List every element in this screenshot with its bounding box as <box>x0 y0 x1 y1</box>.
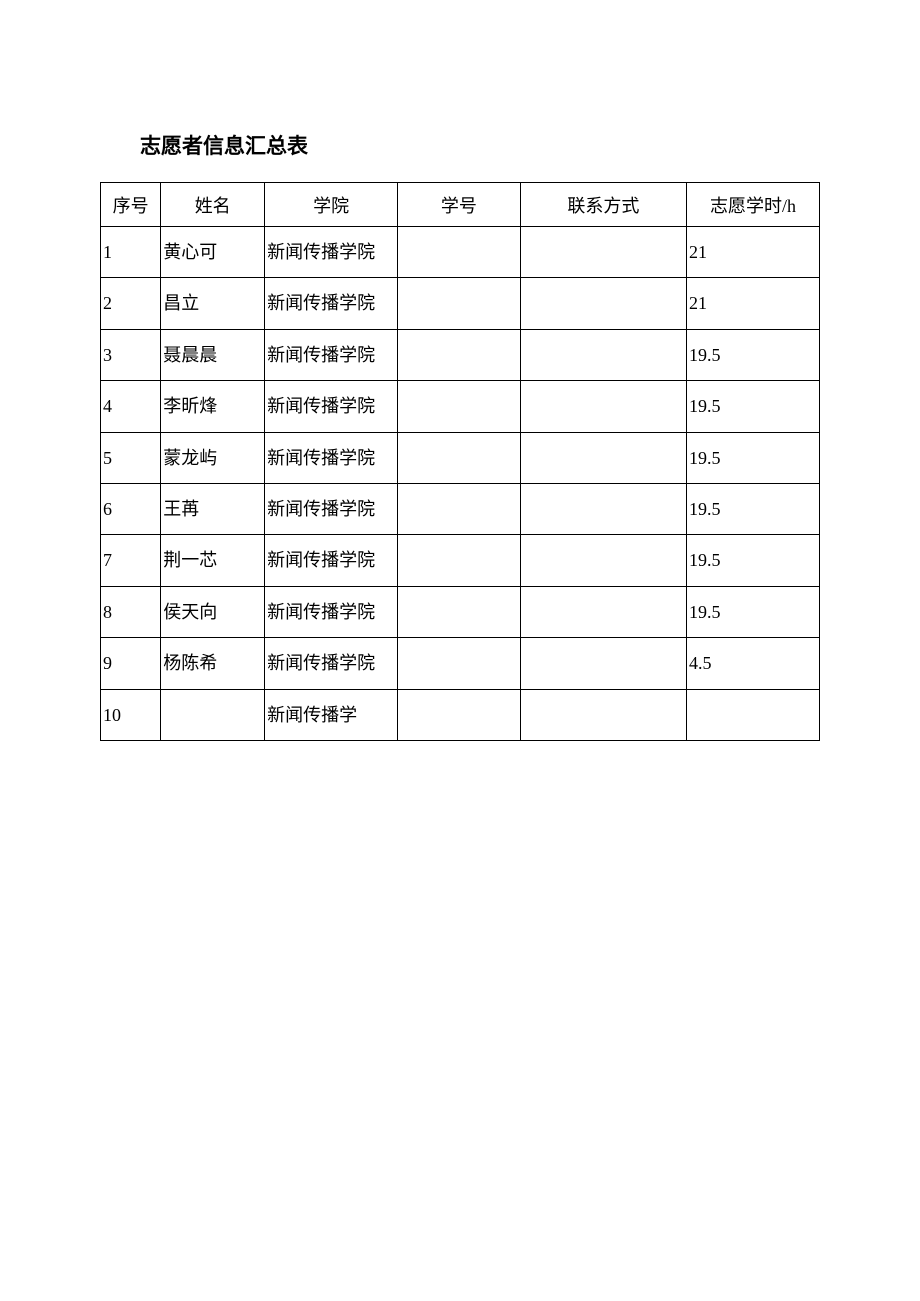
cell-hours: 19.5 <box>686 483 819 534</box>
table-row: 7 荆一芯 新闻传播学院 19.5 <box>101 535 820 586</box>
cell-name <box>161 689 265 740</box>
table-row: 4 李昕烽 新闻传播学院 19.5 <box>101 381 820 432</box>
cell-contact <box>520 329 686 380</box>
cell-contact <box>520 638 686 689</box>
cell-hours: 4.5 <box>686 638 819 689</box>
cell-contact <box>520 535 686 586</box>
cell-contact <box>520 689 686 740</box>
table-row: 1 黄心可 新闻传播学院 21 <box>101 227 820 278</box>
cell-id <box>398 278 521 329</box>
cell-college: 新闻传播学院 <box>265 586 398 637</box>
cell-id <box>398 483 521 534</box>
cell-seq: 7 <box>101 535 161 586</box>
cell-college: 新闻传播学院 <box>265 535 398 586</box>
cell-seq: 3 <box>101 329 161 380</box>
table-row: 10 新闻传播学 <box>101 689 820 740</box>
cell-college: 新闻传播学院 <box>265 483 398 534</box>
cell-name: 李昕烽 <box>161 381 265 432</box>
cell-id <box>398 329 521 380</box>
cell-contact <box>520 227 686 278</box>
volunteer-table: 序号 姓名 学院 学号 联系方式 志愿学时/h 1 黄心可 新闻传播学院 21 … <box>100 182 820 741</box>
cell-hours: 19.5 <box>686 432 819 483</box>
cell-college: 新闻传播学院 <box>265 329 398 380</box>
header-seq: 序号 <box>101 183 161 227</box>
cell-contact <box>520 432 686 483</box>
cell-contact <box>520 381 686 432</box>
cell-contact <box>520 586 686 637</box>
table-row: 5 蒙龙屿 新闻传播学院 19.5 <box>101 432 820 483</box>
cell-hours: 19.5 <box>686 381 819 432</box>
cell-hours <box>686 689 819 740</box>
cell-seq: 4 <box>101 381 161 432</box>
cell-id <box>398 689 521 740</box>
table-row: 2 昌立 新闻传播学院 21 <box>101 278 820 329</box>
cell-contact <box>520 278 686 329</box>
cell-name: 聂晨晨 <box>161 329 265 380</box>
cell-seq: 1 <box>101 227 161 278</box>
table-header-row: 序号 姓名 学院 学号 联系方式 志愿学时/h <box>101 183 820 227</box>
cell-hours: 21 <box>686 227 819 278</box>
page-title: 志愿者信息汇总表 <box>140 130 820 160</box>
cell-id <box>398 381 521 432</box>
cell-name: 侯天向 <box>161 586 265 637</box>
table-row: 3 聂晨晨 新闻传播学院 19.5 <box>101 329 820 380</box>
table-body: 1 黄心可 新闻传播学院 21 2 昌立 新闻传播学院 21 3 聂晨晨 新闻传… <box>101 227 820 741</box>
header-hours: 志愿学时/h <box>686 183 819 227</box>
cell-seq: 10 <box>101 689 161 740</box>
cell-college: 新闻传播学院 <box>265 381 398 432</box>
cell-id <box>398 586 521 637</box>
cell-hours: 19.5 <box>686 586 819 637</box>
cell-id <box>398 535 521 586</box>
cell-contact <box>520 483 686 534</box>
cell-seq: 5 <box>101 432 161 483</box>
cell-name: 昌立 <box>161 278 265 329</box>
cell-seq: 2 <box>101 278 161 329</box>
cell-name: 王苒 <box>161 483 265 534</box>
cell-name: 蒙龙屿 <box>161 432 265 483</box>
cell-hours: 19.5 <box>686 329 819 380</box>
cell-name: 杨陈希 <box>161 638 265 689</box>
cell-name: 黄心可 <box>161 227 265 278</box>
cell-hours: 19.5 <box>686 535 819 586</box>
cell-name: 荆一芯 <box>161 535 265 586</box>
cell-id <box>398 432 521 483</box>
cell-college: 新闻传播学院 <box>265 278 398 329</box>
cell-id <box>398 227 521 278</box>
header-college: 学院 <box>265 183 398 227</box>
table-row: 6 王苒 新闻传播学院 19.5 <box>101 483 820 534</box>
cell-seq: 9 <box>101 638 161 689</box>
header-id: 学号 <box>398 183 521 227</box>
cell-college: 新闻传播学院 <box>265 432 398 483</box>
header-contact: 联系方式 <box>520 183 686 227</box>
cell-seq: 6 <box>101 483 161 534</box>
table-row: 9 杨陈希 新闻传播学院 4.5 <box>101 638 820 689</box>
cell-college: 新闻传播学 <box>265 689 398 740</box>
table-row: 8 侯天向 新闻传播学院 19.5 <box>101 586 820 637</box>
cell-college: 新闻传播学院 <box>265 227 398 278</box>
cell-hours: 21 <box>686 278 819 329</box>
cell-id <box>398 638 521 689</box>
cell-seq: 8 <box>101 586 161 637</box>
header-name: 姓名 <box>161 183 265 227</box>
cell-college: 新闻传播学院 <box>265 638 398 689</box>
